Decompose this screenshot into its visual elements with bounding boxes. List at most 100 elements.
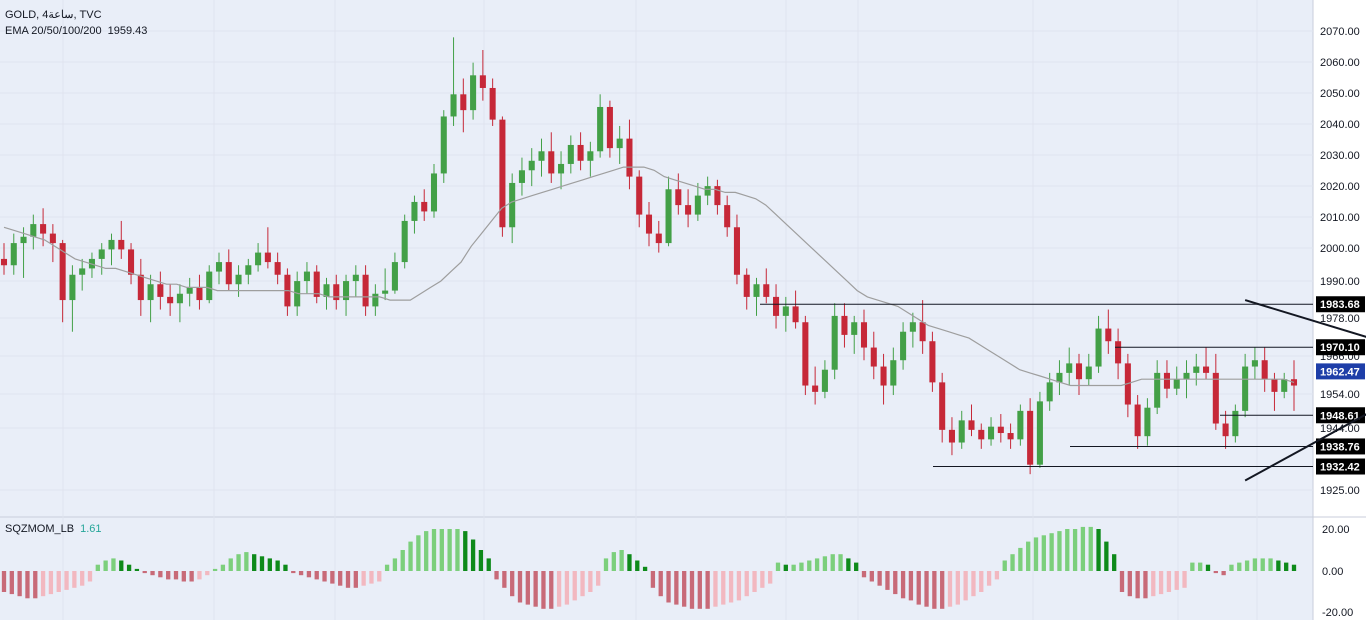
candle-up: [1046, 382, 1053, 402]
momentum-bar: [111, 558, 116, 571]
momentum-bar: [908, 571, 914, 601]
candle-up: [1232, 410, 1239, 437]
momentum-bar: [1026, 541, 1031, 571]
momentum-bar: [721, 571, 726, 605]
candle-up: [30, 224, 37, 237]
price-tag-label: 1983.68: [1320, 299, 1360, 311]
momentum-bar: [486, 558, 491, 571]
candle-down: [606, 106, 613, 149]
candle-down: [1222, 423, 1229, 437]
momentum-bar: [361, 571, 366, 586]
momentum-bar: [1182, 571, 1187, 588]
momentum-bar: [697, 571, 702, 609]
momentum-bar: [1221, 571, 1226, 576]
momentum-bar: [611, 552, 616, 571]
price-tick-label: 2010.00: [1320, 212, 1360, 224]
momentum-bar: [173, 571, 179, 580]
momentum-bar: [455, 529, 460, 571]
momentum-bar: [134, 568, 140, 571]
momentum-bar: [103, 560, 108, 571]
momentum-bar: [95, 564, 100, 571]
candle-up: [1095, 328, 1102, 367]
candle-down: [1115, 341, 1122, 364]
momentum-bar: [1284, 562, 1289, 571]
candle-up: [79, 268, 86, 275]
momentum-bar: [400, 550, 405, 571]
momentum-bar: [713, 571, 718, 607]
momentum-bar: [236, 554, 241, 571]
ema-value: 1959.43: [107, 25, 148, 37]
price-tag-label: 1932.42: [1320, 462, 1360, 474]
candle-up: [215, 262, 223, 272]
candle-down: [626, 138, 633, 177]
momentum-bar: [353, 571, 358, 588]
momentum-bar: [345, 571, 351, 588]
symbol-label: GOLD, 4ساعة, TVC: [5, 9, 102, 21]
momentum-bar: [40, 571, 46, 597]
price-tick-label: 2020.00: [1320, 181, 1360, 193]
momentum-bar: [298, 571, 304, 576]
momentum-bar: [963, 571, 968, 601]
candle-up: [1036, 401, 1043, 465]
momentum-bar: [814, 558, 820, 571]
candle-up: [323, 284, 330, 297]
candle-down: [1163, 372, 1170, 389]
momentum-bar: [439, 529, 444, 571]
candle-up: [352, 274, 359, 282]
price-tick-label: 2060.00: [1320, 57, 1360, 69]
momentum-bar: [431, 529, 437, 571]
candle-up: [430, 173, 438, 212]
momentum-bar: [48, 571, 54, 595]
momentum-bar: [416, 535, 421, 571]
candle-up: [343, 281, 350, 301]
momentum-bar: [955, 571, 960, 605]
momentum-bar: [369, 571, 374, 584]
momentum-bar: [408, 541, 413, 571]
ema-legend: EMA 20/50/100/200 1959.43: [5, 25, 147, 37]
price-tick-label: 2070.00: [1320, 26, 1360, 38]
candle-up: [470, 75, 477, 111]
momentum-bar: [549, 571, 554, 609]
momentum-bar: [1135, 571, 1140, 599]
price-tick-label: 2030.00: [1320, 150, 1360, 162]
ema-line: [3, 166, 1295, 387]
candle-up: [176, 293, 183, 304]
momentum-bar: [126, 564, 132, 571]
momentum-bar: [564, 571, 570, 605]
candle-down: [1134, 404, 1141, 437]
candle-up: [1173, 379, 1180, 389]
momentum-bar: [1143, 571, 1148, 599]
momentum-bar: [72, 571, 77, 588]
candle-up: [255, 252, 262, 266]
momentum-bar: [1096, 529, 1101, 571]
oscillator-legend: SQZMOM_LB 1.61: [5, 523, 102, 535]
candle-down: [929, 341, 936, 383]
candle-down: [118, 239, 125, 250]
momentum-bar: [197, 571, 202, 580]
momentum-bar: [986, 571, 992, 586]
oscillator-value: 1.61: [80, 523, 102, 535]
candle-up: [1193, 366, 1200, 373]
candle-up: [1242, 366, 1249, 411]
candle-up: [1085, 366, 1092, 380]
momentum-bar: [158, 571, 163, 578]
momentum-bar: [1088, 526, 1093, 571]
momentum-bar: [854, 562, 859, 571]
candle-up: [851, 322, 858, 335]
candle-up: [303, 271, 310, 282]
momentum-bar: [470, 539, 476, 571]
momentum-bar: [252, 554, 257, 571]
momentum-bar: [283, 564, 288, 571]
momentum-bar: [932, 571, 937, 609]
oscillator-tick-label: 0.00: [1322, 566, 1343, 578]
candle-down: [636, 176, 643, 215]
momentum-bar: [705, 571, 710, 609]
momentum-bar: [1151, 571, 1156, 597]
momentum-bar: [1237, 562, 1242, 571]
momentum-bar: [205, 571, 210, 576]
momentum-bar: [1260, 558, 1265, 571]
momentum-bar: [1174, 571, 1179, 590]
momentum-bar: [9, 571, 14, 595]
candle-down: [675, 189, 682, 206]
